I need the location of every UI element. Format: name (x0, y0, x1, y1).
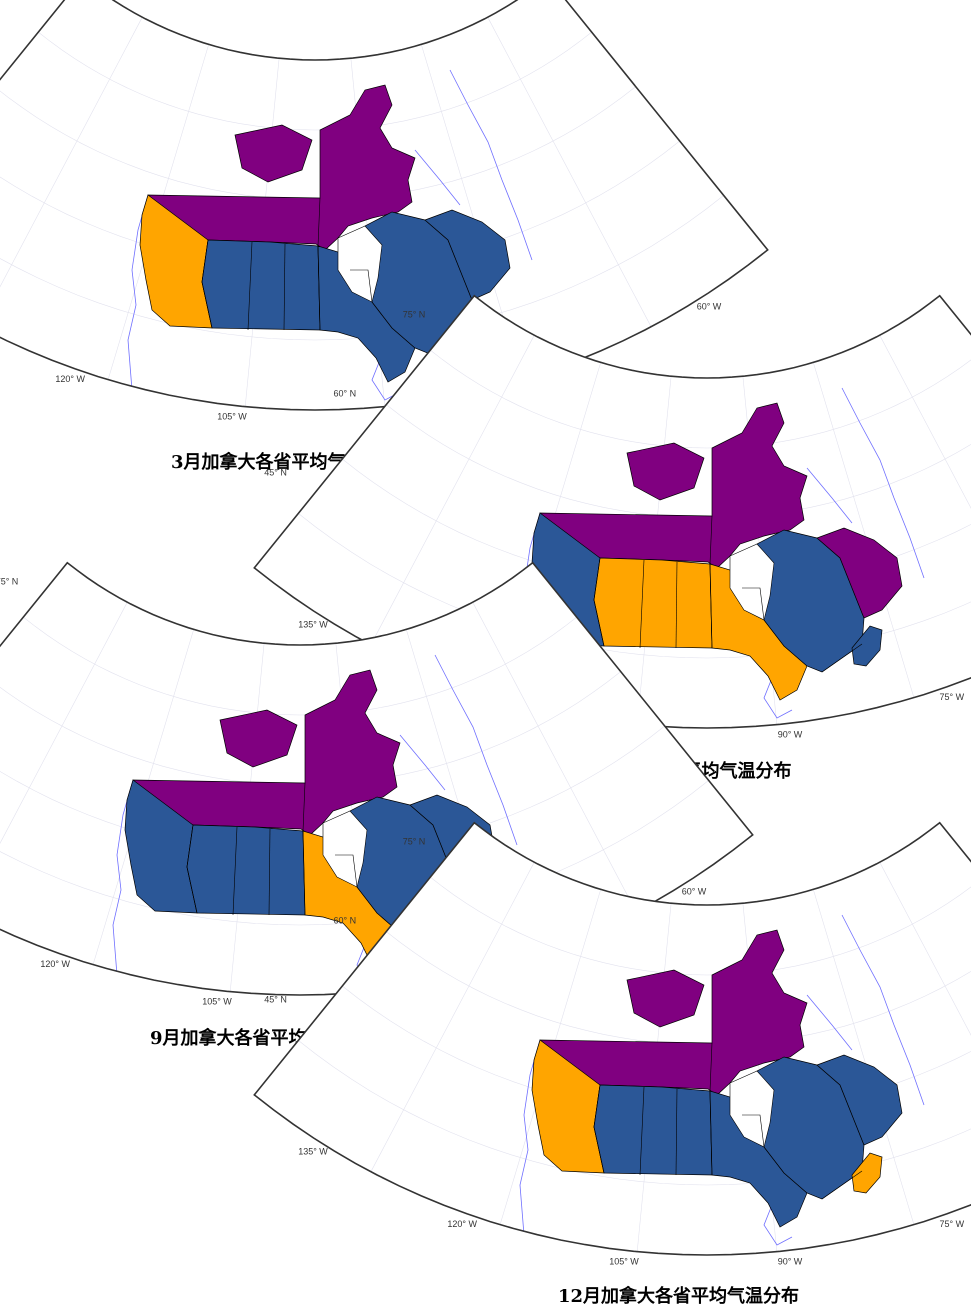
hudson-bay (729, 1070, 775, 1148)
coastline (112, 779, 134, 976)
province-border (593, 1084, 605, 1174)
longitude-label: 105° W (609, 1256, 639, 1266)
province-border (821, 643, 863, 673)
region-maritimes (851, 1152, 883, 1194)
region-prairies (593, 1084, 713, 1176)
province-border (675, 561, 678, 649)
province-border (742, 587, 765, 621)
coastline (399, 734, 446, 791)
longitude-label: 60° W (697, 301, 722, 311)
province-border (709, 563, 713, 649)
longitude-label: 75° W (939, 1219, 964, 1229)
latitude-label: 75° N (403, 310, 426, 320)
province-border (247, 241, 253, 331)
province-border (201, 239, 213, 329)
longitude-label: 105° W (202, 996, 232, 1006)
latitude-label: 45° N (264, 995, 287, 1005)
province-border (639, 559, 645, 649)
hudson-bay (337, 225, 383, 303)
canada-map-december: 135° W 120° W 105° W 90° W 75° W 60° W 75° N 60… (253, 821, 971, 1266)
region-north (147, 84, 416, 251)
latitude-label: 75° N (403, 837, 426, 847)
province-border (709, 1042, 713, 1092)
region-newfoundland (816, 527, 903, 619)
province-border (302, 830, 306, 916)
region-newfoundland (816, 1054, 903, 1146)
longitude-label: 135° W (298, 1146, 328, 1156)
latitude-label: 75° N (0, 577, 18, 587)
region-north (132, 669, 401, 836)
map-title-december: 12月加拿大各省平均气温分布 (558, 1286, 800, 1307)
coastline (806, 467, 853, 524)
longitude-label: 90° W (778, 729, 803, 739)
latitude-label: 45° N (264, 468, 287, 478)
coastline (414, 149, 461, 206)
region-prairies (201, 239, 321, 331)
coastline (763, 1204, 793, 1246)
longitude-label: 135° W (298, 619, 328, 629)
latitude-label: 60° N (333, 389, 356, 399)
region-north (539, 929, 808, 1096)
longitude-label: 90° W (778, 1256, 803, 1266)
province-border (317, 245, 321, 331)
province-border (317, 197, 321, 247)
longitude-label: 120° W (40, 959, 70, 969)
province-border (709, 515, 713, 565)
region-newfoundland (424, 209, 511, 301)
province-border (283, 243, 286, 331)
hudson-bay (322, 810, 368, 888)
region-north (539, 402, 808, 569)
hudson-bay (729, 543, 775, 621)
province-border (186, 824, 198, 914)
longitude-label: 75° W (939, 692, 964, 702)
province-border (268, 828, 271, 916)
map-frame (253, 821, 971, 1256)
coastline (841, 914, 925, 1106)
province-border (335, 854, 358, 888)
region-prairies (593, 557, 713, 649)
coastline (806, 994, 853, 1051)
region-maritimes (851, 625, 883, 667)
map-panel-december: 135° W 120° W 105° W 90° W 75° W 60° W 75° N 60… (253, 821, 971, 1305)
coastline (434, 654, 518, 846)
coastline (449, 69, 533, 261)
longitude-label: 105° W (217, 411, 247, 421)
latitude-label: 60° N (333, 916, 356, 926)
province-border (675, 1088, 678, 1176)
map-frame (0, 0, 769, 411)
province-border (639, 1086, 645, 1176)
province-border (232, 826, 238, 916)
longitude-label: 120° W (55, 374, 85, 384)
province-border (821, 1170, 863, 1200)
coastline (519, 1039, 541, 1236)
coastline (127, 194, 149, 391)
region-prairies (186, 824, 306, 916)
latitude-label: 75° N (11, 0, 34, 2)
province-border (302, 782, 306, 832)
longitude-label: 60° W (682, 886, 707, 896)
province-border (742, 1114, 765, 1148)
province-border (350, 269, 373, 303)
province-border (593, 557, 605, 647)
longitude-label: 120° W (447, 1219, 477, 1229)
map-frame (0, 561, 754, 996)
coastline (841, 387, 925, 579)
province-border (709, 1090, 713, 1176)
coastline (763, 677, 793, 719)
